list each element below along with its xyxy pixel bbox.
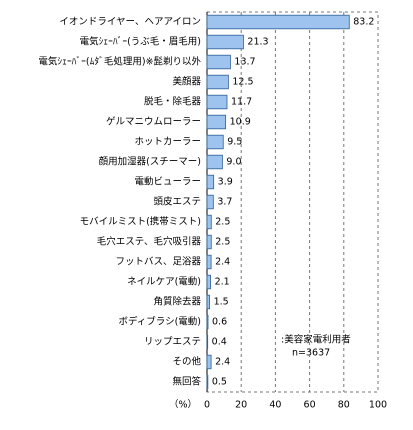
- x-tick-label: 20: [235, 400, 247, 411]
- data-label: 10.9: [230, 117, 251, 128]
- bar: [206, 194, 214, 210]
- bar: [206, 54, 231, 70]
- bar: [206, 214, 212, 230]
- data-label: 2.5: [215, 217, 230, 228]
- y-tick-label: ホットカーラー: [134, 137, 201, 148]
- y-tick-label: 角質除去器: [153, 296, 201, 308]
- y-tick-label: ボディブラシ(電動): [118, 316, 201, 328]
- bar: [206, 294, 210, 310]
- y-tick-label: リップエステ: [144, 337, 201, 348]
- data-label: 13.7: [234, 57, 255, 68]
- y-tick-label: 美顔器: [172, 76, 201, 88]
- y-tick-label: 毛穴エステ、毛穴吸引器: [97, 236, 202, 248]
- y-tick-label: その他: [172, 356, 201, 368]
- x-tick-label: 60: [304, 400, 316, 411]
- x-axis-label: （%）: [169, 399, 197, 411]
- bar: [206, 374, 209, 390]
- data-label: 0.6: [212, 317, 227, 328]
- annotation: n=3637: [292, 348, 330, 359]
- y-tick-label: ネイルケア(電動): [127, 277, 201, 288]
- y-tick-label: 脱毛・除毛器: [144, 96, 202, 108]
- bar: [206, 234, 212, 250]
- y-tick-label: 電気ｼｪｰﾊﾞｰ(ﾑﾀﾞ毛処理用)※髭剃り以外: [38, 56, 201, 68]
- data-label: 2.4: [215, 357, 230, 368]
- bar: [206, 314, 209, 330]
- bar: [206, 354, 212, 370]
- x-tick-label: 80: [338, 400, 350, 411]
- annotation: :美容家電利用者: [281, 334, 351, 346]
- x-tick-label: 40: [269, 400, 281, 411]
- y-tick-label: 電気ｼｪｰﾊﾞｰ(うぶ毛・眉毛用): [80, 36, 201, 48]
- x-tick-label: 0: [204, 400, 210, 411]
- data-label: 2.5: [215, 237, 230, 248]
- data-label: 3.7: [217, 197, 232, 208]
- data-label: 3.9: [218, 177, 233, 188]
- x-tick-label: 100: [369, 400, 387, 411]
- data-label: 0.4: [212, 337, 227, 348]
- y-tick-label: 顔用加湿器(スチーマー): [99, 156, 201, 168]
- bar: [206, 334, 209, 350]
- data-label: 1.5: [214, 297, 229, 308]
- y-tick-label: 頭皮エステ: [153, 196, 201, 208]
- y-tick-label: 無回答: [172, 376, 201, 388]
- data-label: 0.5: [212, 377, 227, 388]
- y-tick-label: モバイルミスト(携帯ミスト): [80, 216, 201, 228]
- bar: [206, 34, 244, 50]
- data-label: 83.2: [353, 17, 374, 28]
- data-label: 9.0: [226, 157, 241, 168]
- data-label: 21.3: [247, 37, 268, 48]
- bar: [206, 254, 212, 270]
- bar: [206, 154, 223, 170]
- bar: [206, 134, 224, 150]
- bar: [206, 74, 229, 90]
- y-tick-label: 電動ビューラー: [134, 177, 201, 188]
- y-tick-label: イオンドライヤー、ヘアアイロン: [59, 17, 201, 28]
- y-tick-label: フットバス、足浴器: [115, 257, 201, 268]
- y-tick-label: ゲルマニウムローラー: [106, 116, 201, 128]
- bar: [206, 174, 215, 190]
- data-label: 11.7: [231, 97, 252, 108]
- bar: [206, 114, 227, 130]
- data-label: 2.1: [215, 277, 230, 288]
- bar: [206, 274, 211, 290]
- bar: [206, 94, 228, 110]
- data-label: 2.4: [215, 257, 230, 268]
- data-label: 9.5: [227, 137, 242, 148]
- bar: [206, 14, 350, 30]
- data-label: 12.5: [232, 77, 253, 88]
